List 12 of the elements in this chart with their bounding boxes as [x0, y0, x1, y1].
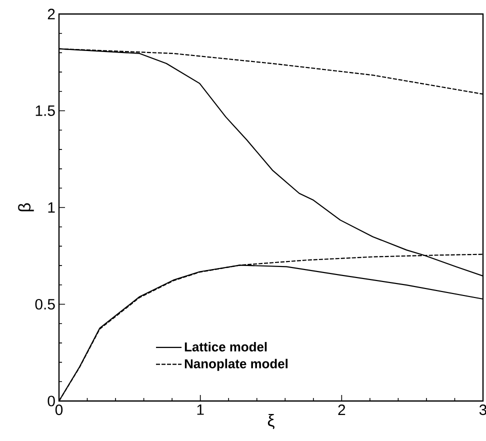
- y-tick-label: 0: [48, 396, 55, 406]
- y-tick-label: 1.5: [36, 106, 55, 116]
- legend-label: Lattice model: [184, 342, 267, 352]
- y-tick-label: 0.5: [35, 298, 55, 310]
- y-tick-label: 2: [48, 8, 55, 20]
- x-tick-label: 1: [197, 404, 204, 415]
- x-tick-label: 2: [338, 404, 346, 415]
- y-tick-label: 1: [48, 202, 55, 213]
- legend-label: Nanoplate model: [184, 358, 288, 371]
- y-axis-title: β: [18, 203, 34, 212]
- x-tick-label: 0: [55, 404, 63, 416]
- x-axis-title: ξ: [268, 414, 274, 430]
